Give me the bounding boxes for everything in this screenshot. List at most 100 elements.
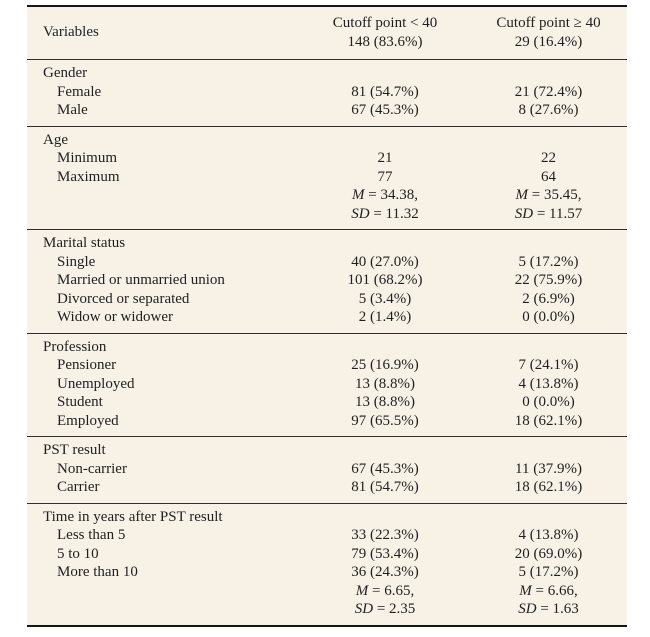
cell-ge40: 7 (24.1%) — [518, 357, 579, 373]
section-time-title-row: Time in years after PST result — [27, 508, 627, 527]
section-profession-title-row: Profession — [27, 338, 627, 357]
cell-lt40: 2 (1.4%) — [358, 309, 412, 325]
cell-label: Non-carrier — [57, 460, 127, 477]
cell-lt40-sd: SD = 2.35 — [300, 600, 470, 619]
cell-label: Minimum — [57, 150, 118, 166]
section-title: Age — [43, 131, 68, 148]
row-non-carrier: Non-carrier 67 (45.3%) 11 (37.9%) — [27, 460, 627, 479]
section-pst-title-row: PST result — [27, 441, 627, 460]
section-marital-status: Marital status Single 40 (27.0%) 5 (17.2… — [27, 229, 627, 333]
cell-label: Student — [57, 394, 103, 410]
cell-label: Female — [57, 83, 102, 100]
cell-lt40: 67 (45.3%) — [351, 102, 419, 118]
stat-symbol: M — [519, 582, 532, 599]
cell-lt40: 33 (22.3%) — [351, 527, 419, 543]
row-pensioner: Pensioner 25 (16.9%) 7 (24.1%) — [27, 356, 627, 375]
section-title: Gender — [43, 65, 88, 81]
stat-value: = 34.38, — [364, 187, 418, 203]
column-header-cutoff-lt-40: Cutoff point < 40 148 (83.6%) — [300, 14, 470, 51]
row-age-mean: M = 34.38, M = 35.45, — [27, 186, 627, 205]
cell-ge40-sd: SD = 11.57 — [470, 205, 627, 224]
cell-lt40: 25 (16.9%) — [351, 357, 419, 373]
cell-lt40: 13 (8.8%) — [355, 394, 415, 410]
row-single: Single 40 (27.0%) 5 (17.2%) — [27, 253, 627, 272]
row-time-sd: SD = 2.35 SD = 1.63 — [27, 600, 627, 619]
row-student: Student 13 (8.8%) 0 (0.0%) — [27, 393, 627, 412]
cell-label: Married or unmarried union — [57, 272, 225, 288]
stat-symbol: M — [352, 187, 365, 203]
row-less-than-5: Less than 5 33 (22.3%) 4 (13.8%) — [27, 526, 627, 545]
section-title: PST result — [43, 442, 106, 458]
stat-value: = 6.65, — [368, 582, 415, 599]
stat-value: = 35.45, — [528, 187, 582, 203]
cell-ge40: 22 — [541, 150, 556, 166]
column-header-cutoff-ge-40: Cutoff point ≥ 40 29 (16.4%) — [470, 14, 627, 51]
cell-label: Unemployed — [57, 375, 135, 392]
cell-lt40: 77 — [377, 168, 393, 185]
cell-ge40: 0 (0.0%) — [522, 309, 575, 325]
row-age-sd: SD = 11.32 SD = 11.57 — [27, 205, 627, 224]
row-male: Male 67 (45.3%) 8 (27.6%) — [27, 101, 627, 120]
row-time-mean: M = 6.65, M = 6.66, — [27, 582, 627, 601]
column-header-cutoff-ge-40-title: Cutoff point ≥ 40 — [496, 15, 601, 31]
section-title: Profession — [43, 338, 107, 355]
stat-value: = 11.57 — [533, 205, 583, 222]
cell-lt40: 36 (24.3%) — [351, 564, 419, 580]
header-variables: Variables — [43, 24, 99, 40]
cell-lt40: 81 (54.7%) — [351, 479, 419, 495]
cell-lt40: 79 (53.4%) — [351, 545, 419, 562]
stat-value: = 1.63 — [536, 601, 579, 617]
section-age-title-row: Age — [27, 131, 627, 150]
cell-ge40: 18 (62.1%) — [514, 479, 583, 495]
stat-value: = 6.66, — [531, 582, 578, 599]
stat-symbol: SD — [518, 601, 537, 617]
cell-ge40-mean: M = 35.45, — [470, 186, 627, 205]
row-unemployed: Unemployed 13 (8.8%) 4 (13.8%) — [27, 375, 627, 394]
cell-lt40: 67 (45.3%) — [351, 460, 419, 477]
cell-label: Divorced or separated — [57, 290, 190, 307]
stat-symbol: SD — [351, 205, 370, 222]
cell-lt40-sd: SD = 11.32 — [300, 205, 470, 224]
demographics-table: Variables Cutoff point < 40 148 (83.6%) … — [27, 5, 627, 627]
cell-ge40: 22 (75.9%) — [514, 272, 583, 288]
cell-ge40: 8 (27.6%) — [518, 102, 579, 118]
column-header-cutoff-ge-40-count: 29 (16.4%) — [514, 33, 583, 50]
column-header-cutoff-lt-40-title: Cutoff point < 40 — [332, 15, 438, 31]
cell-ge40-mean: M = 6.66, — [470, 582, 627, 601]
cell-ge40: 20 (69.0%) — [514, 545, 583, 562]
cell-ge40: 21 (72.4%) — [514, 83, 583, 100]
cell-label: Widow or widower — [57, 309, 174, 325]
cell-ge40: 5 (17.2%) — [518, 564, 579, 580]
stat-symbol: M — [515, 187, 529, 203]
row-married-or-unmarried-union: Married or unmarried union 101 (68.2%) 2… — [27, 271, 627, 290]
cell-lt40-mean: M = 34.38, — [300, 186, 470, 205]
stat-symbol: SD — [354, 601, 374, 617]
cell-label: Employed — [57, 412, 119, 429]
row-female: Female 81 (54.7%) 21 (72.4%) — [27, 83, 627, 102]
cell-ge40-sd: SD = 1.63 — [470, 600, 627, 619]
cell-ge40: 2 (6.9%) — [522, 290, 575, 307]
column-header-cutoff-lt-40-count: 148 (83.6%) — [347, 33, 423, 50]
section-time-after-pst: Time in years after PST result Less than… — [27, 502, 627, 625]
section-pst-result: PST result Non-carrier 67 (45.3%) 11 (37… — [27, 436, 627, 503]
table-header-row: Variables Cutoff point < 40 148 (83.6%) … — [27, 7, 627, 59]
stat-value: = 11.32 — [369, 205, 419, 222]
row-more-than-10: More than 10 36 (24.3%) 5 (17.2%) — [27, 563, 627, 582]
stat-value: = 2.35 — [373, 601, 416, 617]
cell-ge40: 5 (17.2%) — [518, 253, 579, 270]
cell-label: Carrier — [57, 479, 100, 495]
cell-label: Maximum — [57, 168, 120, 185]
cell-ge40: 18 (62.1%) — [514, 412, 583, 429]
row-carrier: Carrier 81 (54.7%) 18 (62.1%) — [27, 478, 627, 497]
cell-label: Single — [57, 253, 96, 270]
section-marital-title-row: Marital status — [27, 234, 627, 253]
cell-lt40: 97 (65.5%) — [351, 412, 419, 429]
stat-symbol: M — [355, 582, 369, 599]
cell-label: More than 10 — [57, 564, 138, 580]
cell-label: Pensioner — [57, 357, 117, 373]
cell-ge40: 4 (13.8%) — [518, 527, 579, 543]
section-title: Time in years after PST result — [43, 508, 223, 525]
cell-ge40: 64 — [541, 168, 556, 185]
cell-ge40: 4 (13.8%) — [518, 375, 579, 392]
